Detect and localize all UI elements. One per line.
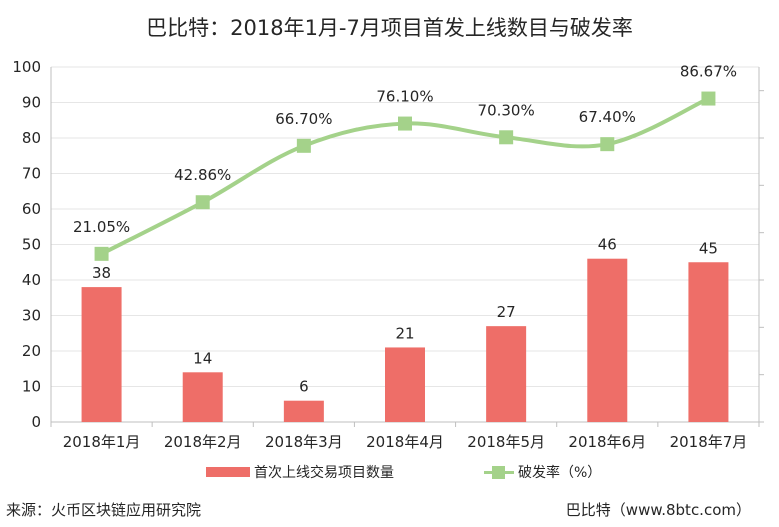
bar [182, 372, 223, 422]
x-tick-label: 2018年6月 [568, 433, 646, 451]
x-tick-label: 2018年5月 [467, 433, 545, 451]
rate-value-label: 42.86% [174, 166, 231, 184]
rate-value-label: 67.40% [579, 108, 636, 126]
bar [283, 400, 324, 422]
bar-value-label: 6 [299, 378, 309, 396]
source-note: 来源：火币区块链应用研究院 [6, 501, 202, 519]
credit-note: 巴比特（www.8btc.com） [565, 501, 751, 519]
legend: 首次上线交易项目数量 破发率（%） [0, 462, 779, 482]
bar [486, 326, 527, 422]
y-tick-label: 20 [22, 342, 41, 360]
bar-value-label: 46 [598, 236, 617, 254]
rate-point [94, 246, 109, 261]
rate-value-label: 21.05% [73, 218, 130, 236]
y-tick-label: 80 [22, 129, 41, 147]
y-tick-label: 90 [22, 94, 41, 112]
y-tick-label: 30 [22, 307, 41, 325]
bar [81, 287, 122, 422]
axes: 0 10 20 30 40 50 60 70 80 90 100 2018年1月 2018年2月 2018… [12, 58, 764, 451]
y-tick-label: 0 [31, 413, 41, 431]
legend-line-swatch [484, 465, 514, 479]
x-tick-label: 2018年7月 [670, 433, 748, 451]
legend-bar-swatch [206, 467, 250, 477]
y-tick-label: 50 [22, 236, 41, 254]
bar-value-label: 38 [92, 264, 111, 282]
rate-point [600, 137, 615, 152]
y-tick-label: 70 [22, 165, 41, 183]
legend-line-label: 破发率（%） [518, 465, 602, 481]
rate-value-label: 70.30% [478, 101, 535, 119]
bar-value-label: 21 [395, 324, 414, 342]
y-tick-label: 40 [22, 271, 41, 289]
x-tick-label: 2018年4月 [366, 433, 444, 451]
rate-point [398, 116, 412, 131]
bar [587, 258, 628, 422]
x-tick-label: 2018年2月 [164, 433, 242, 451]
legend-item-bars: 首次上线交易项目数量 [206, 462, 394, 482]
bar-value-label: 14 [193, 349, 212, 367]
y-tick-label: 100 [12, 58, 41, 76]
chart-title: 巴比特：2018年1月-7月项目首发上线数目与破发率 [146, 16, 633, 40]
rate-point [499, 130, 514, 145]
bar-value-label: 45 [699, 239, 718, 257]
rate-value-label: 86.67% [680, 63, 737, 81]
bar [688, 262, 729, 422]
legend-bar-label: 首次上线交易项目数量 [254, 465, 394, 481]
bar-value-label: 27 [497, 303, 516, 321]
x-tick-label: 2018年3月 [265, 433, 343, 451]
line-series [94, 91, 716, 261]
legend-item-line: 破发率（%） [484, 462, 601, 482]
rate-value-label: 76.10% [376, 88, 433, 106]
rate-point [195, 195, 210, 210]
rate-point [701, 91, 716, 106]
bar [385, 347, 425, 422]
bar-series [81, 258, 729, 422]
y-tick-label: 10 [22, 378, 41, 396]
y-tick-label: 60 [22, 200, 41, 218]
data-labels: 38 14 6 21 27 46 45 21.05% 42.86% 66.70% 76.10% 70.… [73, 63, 737, 396]
rate-value-label: 66.70% [275, 110, 332, 128]
x-tick-label: 2018年1月 [63, 433, 141, 451]
rate-point [296, 138, 311, 153]
